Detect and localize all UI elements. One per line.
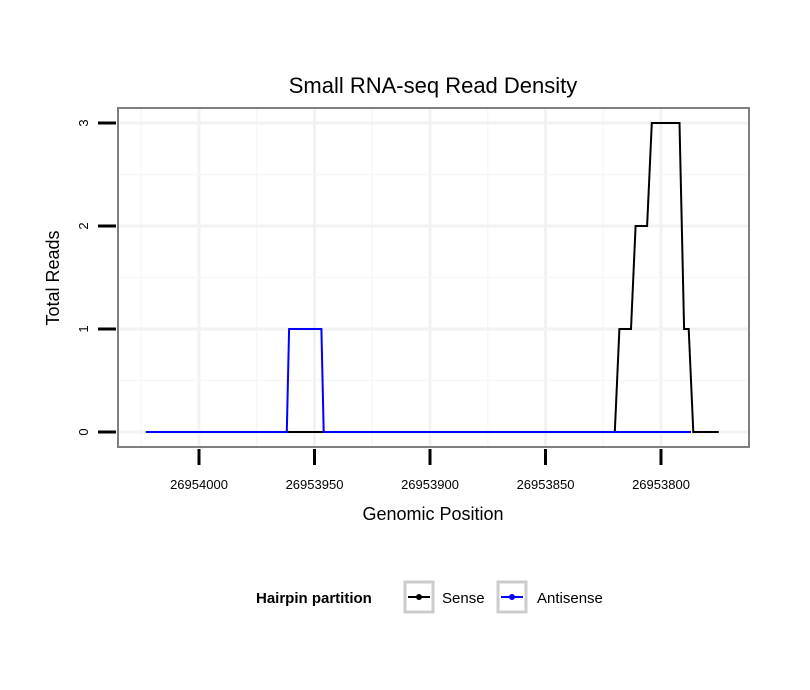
x-tick-label-3: 26953850 — [517, 477, 575, 492]
legend: Hairpin partition Sense Antisense — [256, 580, 603, 614]
legend-item-antisense: Antisense — [496, 580, 603, 614]
legend-label-sense: Sense — [442, 590, 485, 607]
legend-title: Hairpin partition — [256, 590, 372, 607]
legend-label-antisense: Antisense — [537, 590, 603, 607]
legend-point-antisense — [509, 594, 515, 600]
series-line-sense — [145, 122, 719, 433]
grid — [118, 108, 749, 447]
x-tick-label-4: 26953800 — [632, 477, 690, 492]
x-tick-label-1: 26953950 — [286, 477, 344, 492]
y-tick-label-3: 3 — [76, 119, 91, 126]
y-tick-label-1: 1 — [76, 325, 91, 332]
plot-panel-border — [117, 107, 750, 448]
x-tick-label-0: 26954000 — [170, 477, 228, 492]
x-axis-title: Genomic Position — [362, 504, 503, 524]
x-tick-label-2: 26953900 — [401, 477, 459, 492]
x-axis: 26954000 26953950 26953900 26953850 26953800 — [170, 449, 690, 492]
series-layer — [145, 122, 719, 433]
y-tick-label-2: 2 — [76, 222, 91, 229]
y-axis-title: Total Reads — [43, 230, 63, 325]
y-axis: 0 1 2 3 — [76, 119, 116, 436]
chart-title: Small RNA-seq Read Density — [289, 73, 578, 98]
legend-item-sense: Sense — [403, 580, 485, 614]
series-line-antisense — [145, 328, 691, 433]
y-tick-label-0: 0 — [76, 428, 91, 435]
legend-point-sense — [416, 594, 422, 600]
